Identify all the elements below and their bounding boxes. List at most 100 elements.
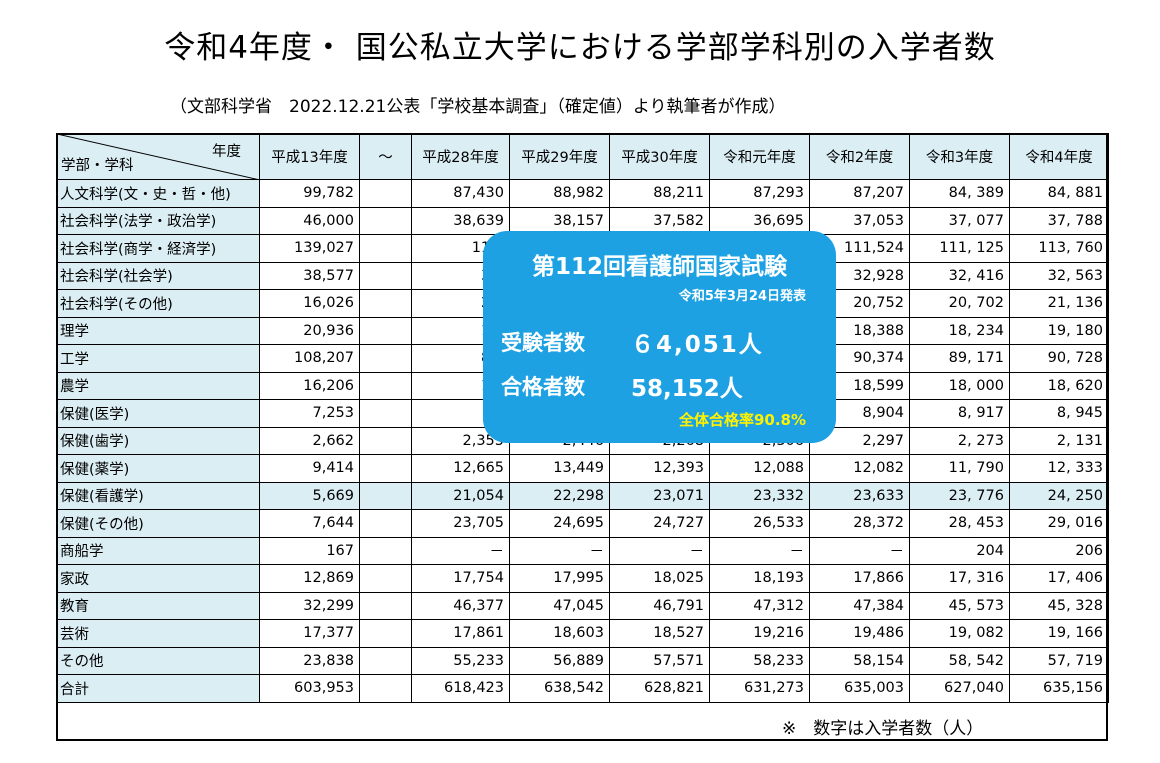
table-cell: 23,633	[809, 481, 910, 510]
row-label: 商船学	[56, 536, 260, 565]
table-cell: 23,838	[259, 646, 360, 675]
row-label: 家政	[56, 564, 260, 593]
row-label: 社会科学(商学・経済学)	[56, 234, 260, 263]
table-cell: 206	[1009, 536, 1109, 565]
header-row: 年度 学部・学科 平成13年度 ～ 平成28年度 平成29年度 平成30年度 令…	[56, 133, 1109, 180]
table-cell: 19, 082	[909, 619, 1010, 648]
table-row: 合計 603,953 618,423 638,542 628,821 631,273 635…	[56, 674, 1109, 703]
table-cell: 26,533	[709, 509, 810, 538]
table-frame	[56, 133, 1108, 741]
table-cell: 20, 702	[909, 289, 1010, 318]
table-cell: 2, 131	[1009, 426, 1109, 455]
table-cell: 12, 333	[1009, 454, 1109, 483]
table-row: その他 23,838 55,233 56,889 57,571 58,233 58,154 5…	[56, 646, 1109, 675]
callout-title: 第112回看護師国家試験	[531, 254, 787, 280]
table-cell: 108,207	[259, 344, 360, 373]
table-cell	[359, 481, 412, 510]
table-cell: 603,953	[259, 674, 360, 703]
table-cell: 167	[259, 536, 360, 565]
row-label: 芸術	[56, 619, 260, 648]
table-cell: 29, 016	[1009, 509, 1109, 538]
table-cell: 17, 406	[1009, 564, 1109, 593]
table-cell: 18,025	[609, 564, 710, 593]
row-label: 農学	[56, 371, 260, 400]
table-cell	[359, 206, 412, 235]
table-cell: 23,332	[709, 481, 810, 510]
table-cell: 19, 166	[1009, 619, 1109, 648]
table-cell	[359, 591, 412, 620]
table-cell: 18, 234	[909, 316, 1010, 345]
corner-header: 年度 学部・学科	[56, 133, 260, 180]
table-cell: 638,542	[509, 674, 610, 703]
table-cell: 7,644	[259, 509, 360, 538]
source-note: （文部科学省 2022.12.21公表「学校基本調査」（確定値）より執筆者が作成…	[170, 97, 786, 117]
table-row: 商船学 167 －－－－－ 204 206	[56, 536, 1109, 565]
row-label: 人文科学(文・史・哲・他)	[56, 179, 260, 208]
table-cell: 627,040	[909, 674, 1010, 703]
table-cell: 45, 573	[909, 591, 1010, 620]
column-header: 平成28年度	[411, 133, 510, 180]
row-label: 理学	[56, 316, 260, 345]
column-header: 平成13年度	[259, 133, 360, 180]
table-cell: －	[609, 536, 710, 565]
column-header: 令和2年度	[809, 133, 910, 180]
table-cell: 46,791	[609, 591, 710, 620]
passers-label: 合格者数	[501, 375, 585, 399]
table-cell: 21, 136	[1009, 289, 1109, 318]
department-axis-label: 学部・学科	[61, 158, 134, 174]
table-cell: 18,527	[609, 619, 710, 648]
table-row: 人文科学(文・史・哲・他) 99,782 87,430 88,982 88,211 87,…	[56, 179, 1109, 208]
page-title: 令和4年度・ 国公私立大学における学部学科別の入学者数	[164, 30, 996, 66]
table-cell: 84, 389	[909, 179, 1010, 208]
table-cell: －	[509, 536, 610, 565]
table-cell: 24, 250	[1009, 481, 1109, 510]
table-cell: 87,430	[411, 179, 510, 208]
row-label: 保健(薬学)	[56, 454, 260, 483]
examinees-label: 受験者数	[501, 331, 585, 355]
table-cell: 139,027	[259, 234, 360, 263]
table-cell: 11, 790	[909, 454, 1010, 483]
column-header: 令和3年度	[909, 133, 1010, 180]
row-label: 社会科学(社会学)	[56, 261, 260, 290]
column-header: 令和4年度	[1009, 133, 1109, 180]
unit-note: ※ 数字は入学者数（人）	[782, 719, 984, 739]
table-cell: 20,936	[259, 316, 360, 345]
table-cell: 87,207	[809, 179, 910, 208]
table-cell: 56,889	[509, 646, 610, 675]
table-cell: 57,571	[609, 646, 710, 675]
table-cell: 9,414	[259, 454, 360, 483]
table-cell: 90, 728	[1009, 344, 1109, 373]
table-cell: 8, 917	[909, 399, 1010, 428]
table-cell: 24,727	[609, 509, 710, 538]
table-cell: －	[709, 536, 810, 565]
table-cell: 628,821	[609, 674, 710, 703]
table-cell: 22,298	[509, 481, 610, 510]
table-cell: 38,639	[411, 206, 510, 235]
table-cell: 5,669	[259, 481, 360, 510]
examinees-value: ６4,051人	[631, 332, 764, 358]
table-cell: 2,662	[259, 426, 360, 455]
table-row: 家政 12,869 17,754 17,995 18,025 18,193 17,866 17…	[56, 564, 1109, 593]
table-row: 保健(その他) 7,644 23,705 24,695 24,727 26,533 28,3…	[56, 509, 1109, 538]
table-cell: 17,866	[809, 564, 910, 593]
table-cell: 88,982	[509, 179, 610, 208]
table-cell: 13,449	[509, 454, 610, 483]
table-cell: 21,054	[411, 481, 510, 510]
pass-rate: 全体合格率90.8%	[678, 411, 806, 429]
table-cell: 46,000	[259, 206, 360, 235]
table-row: 芸術 17,377 17,861 18,603 18,527 19,216 19,486 19…	[56, 619, 1109, 648]
table-cell: 17,754	[411, 564, 510, 593]
table-cell: 19,486	[809, 619, 910, 648]
table-row: 保健(看護学) 5,669 21,054 22,298 23,071 23,332 23,6…	[56, 481, 1109, 510]
table-cell: 618,423	[411, 674, 510, 703]
column-header: 平成30年度	[609, 133, 710, 180]
table-cell	[359, 234, 412, 263]
row-label: 保健(その他)	[56, 509, 260, 538]
row-label: その他	[56, 646, 260, 675]
table-cell: 58,233	[709, 646, 810, 675]
row-label: 合計	[56, 674, 260, 703]
table-cell: 37, 077	[909, 206, 1010, 235]
table-cell: 12,665	[411, 454, 510, 483]
table-cell: 28,372	[809, 509, 910, 538]
